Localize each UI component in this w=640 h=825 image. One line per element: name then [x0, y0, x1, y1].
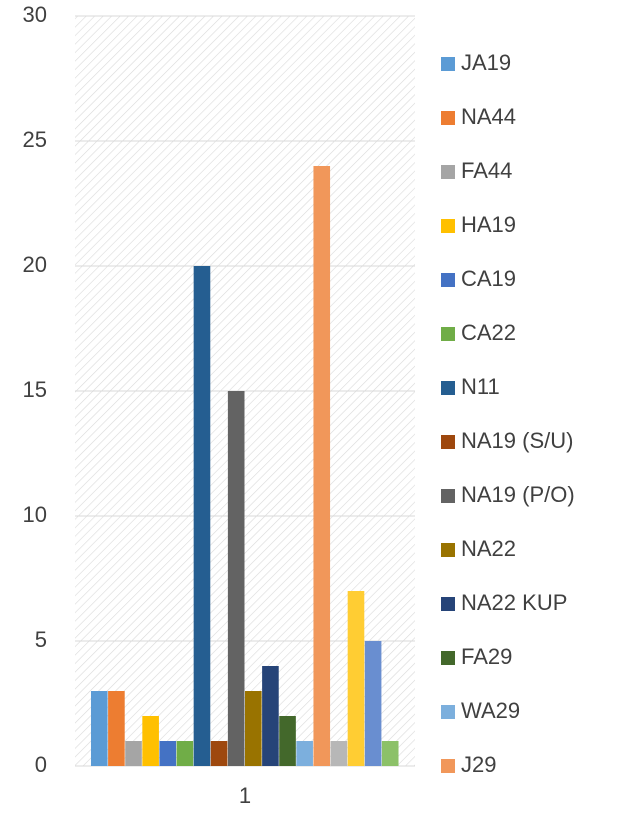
- bar: [381, 741, 399, 766]
- legend-label: NA19 (P/O): [461, 482, 575, 507]
- bar: [159, 741, 177, 766]
- bar: [347, 591, 365, 766]
- legend-label: FA29: [461, 644, 512, 669]
- bar: [279, 716, 296, 766]
- bar: [125, 741, 142, 766]
- legend-swatch: [441, 57, 455, 71]
- bar: [262, 666, 279, 766]
- legend-label: CA19: [461, 266, 516, 291]
- legend-label: FA44: [461, 158, 512, 183]
- y-tick-label: 15: [23, 377, 47, 402]
- legend-swatch: [441, 759, 455, 773]
- y-tick-label: 0: [35, 752, 47, 777]
- legend-swatch: [441, 597, 455, 611]
- y-tick-label: 30: [23, 2, 47, 27]
- bar: [90, 691, 108, 766]
- legend-swatch: [441, 273, 455, 287]
- legend-swatch: [441, 165, 455, 179]
- legend-label: NA22 KUP: [461, 590, 567, 615]
- y-tick-label: 10: [23, 502, 47, 527]
- legend-swatch: [441, 219, 455, 233]
- legend-label: JA19: [461, 50, 511, 75]
- legend-label: HA19: [461, 212, 516, 237]
- legend-label: CA22: [461, 320, 516, 345]
- y-tick-label: 25: [23, 127, 47, 152]
- legend-label: N11: [461, 374, 500, 399]
- legend-swatch: [441, 111, 455, 125]
- y-tick-label: 5: [35, 627, 47, 652]
- legend-swatch: [441, 381, 455, 395]
- legend-swatch: [441, 327, 455, 341]
- legend-swatch: [441, 435, 455, 449]
- bar: [210, 741, 228, 766]
- bar: [296, 741, 313, 766]
- legend-label: NA44: [461, 104, 516, 129]
- legend-swatch: [441, 489, 455, 503]
- legend-swatch: [441, 543, 455, 557]
- bar: [142, 716, 159, 766]
- x-tick-label: 1: [239, 783, 251, 808]
- legend-label: WA29: [461, 698, 520, 723]
- legend-label: NA19 (S/U): [461, 428, 573, 453]
- bar: [330, 741, 348, 766]
- bar: [245, 691, 262, 766]
- bar: [364, 641, 382, 766]
- bar: [108, 691, 125, 766]
- legend-swatch: [441, 651, 455, 665]
- y-tick-label: 20: [23, 252, 47, 277]
- bar: [193, 266, 211, 766]
- legend-label: J29: [461, 752, 496, 777]
- bar: [313, 166, 331, 766]
- legend-swatch: [441, 705, 455, 719]
- legend-label: NA22: [461, 536, 516, 561]
- bar: [227, 391, 245, 766]
- bar: [176, 741, 194, 766]
